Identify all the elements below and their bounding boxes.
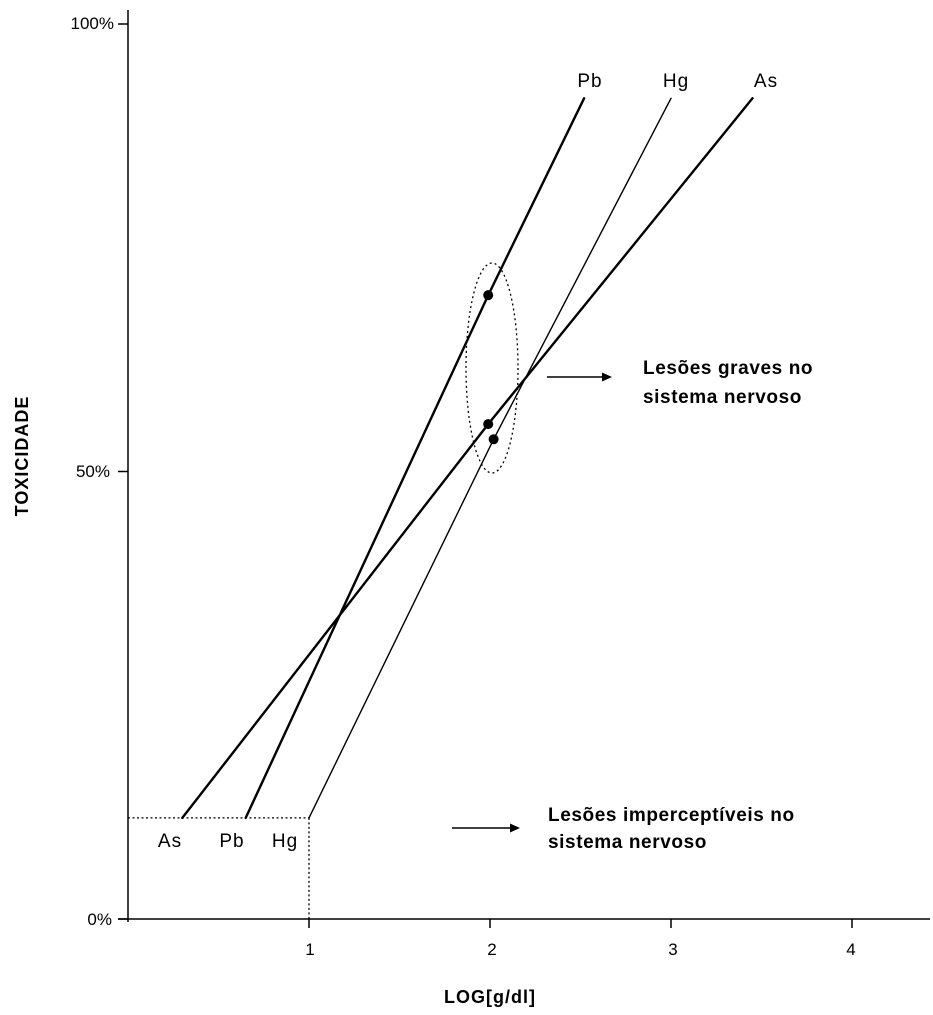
annotation-imperceptible-line1: Lesões imperceptíveis no [548,805,795,826]
y-axis-title: TOXICIDADE [12,396,32,517]
series-label-bottom-as: As [158,831,182,852]
x-tick-label-3: 3 [668,940,677,959]
arrow-severe [547,372,612,382]
threshold-lines [128,817,310,919]
annotation-severe-line1: Lesões graves no [643,358,813,379]
highlight-ellipse [465,262,519,474]
series-line-pb [244,97,586,820]
series-line-hg [308,97,672,819]
x-axis-title: LOG[g/dl] [444,987,536,1007]
x-ticks [308,919,853,928]
x-tick-label-1: 1 [305,940,314,959]
x-tick-label-2: 2 [487,940,496,959]
y-tick-label-0: 0% [87,910,112,929]
series-label-top-as: As [754,71,778,92]
series-label-top-hg: Hg [663,71,689,92]
y-tick-label-100: 100% [71,14,114,33]
y-ticks [118,23,128,920]
data-point-as [483,419,494,430]
series-label-bottom-pb: Pb [219,831,244,852]
data-point-pb [483,290,494,301]
data-point-hg [488,434,499,445]
x-tick-label-4: 4 [846,940,855,959]
series-lines [181,97,754,820]
annotation-severe-line2: sistema nervoso [643,387,802,408]
arrow-imperceptible [452,823,520,833]
series-label-bottom-hg: Hg [272,831,298,852]
series-label-top-pb: Pb [577,71,602,92]
highlight-points [483,290,499,445]
annotation-imperceptible-line2: sistema nervoso [548,832,707,853]
series-line-as [181,97,754,820]
y-tick-label-50: 50% [76,462,110,481]
